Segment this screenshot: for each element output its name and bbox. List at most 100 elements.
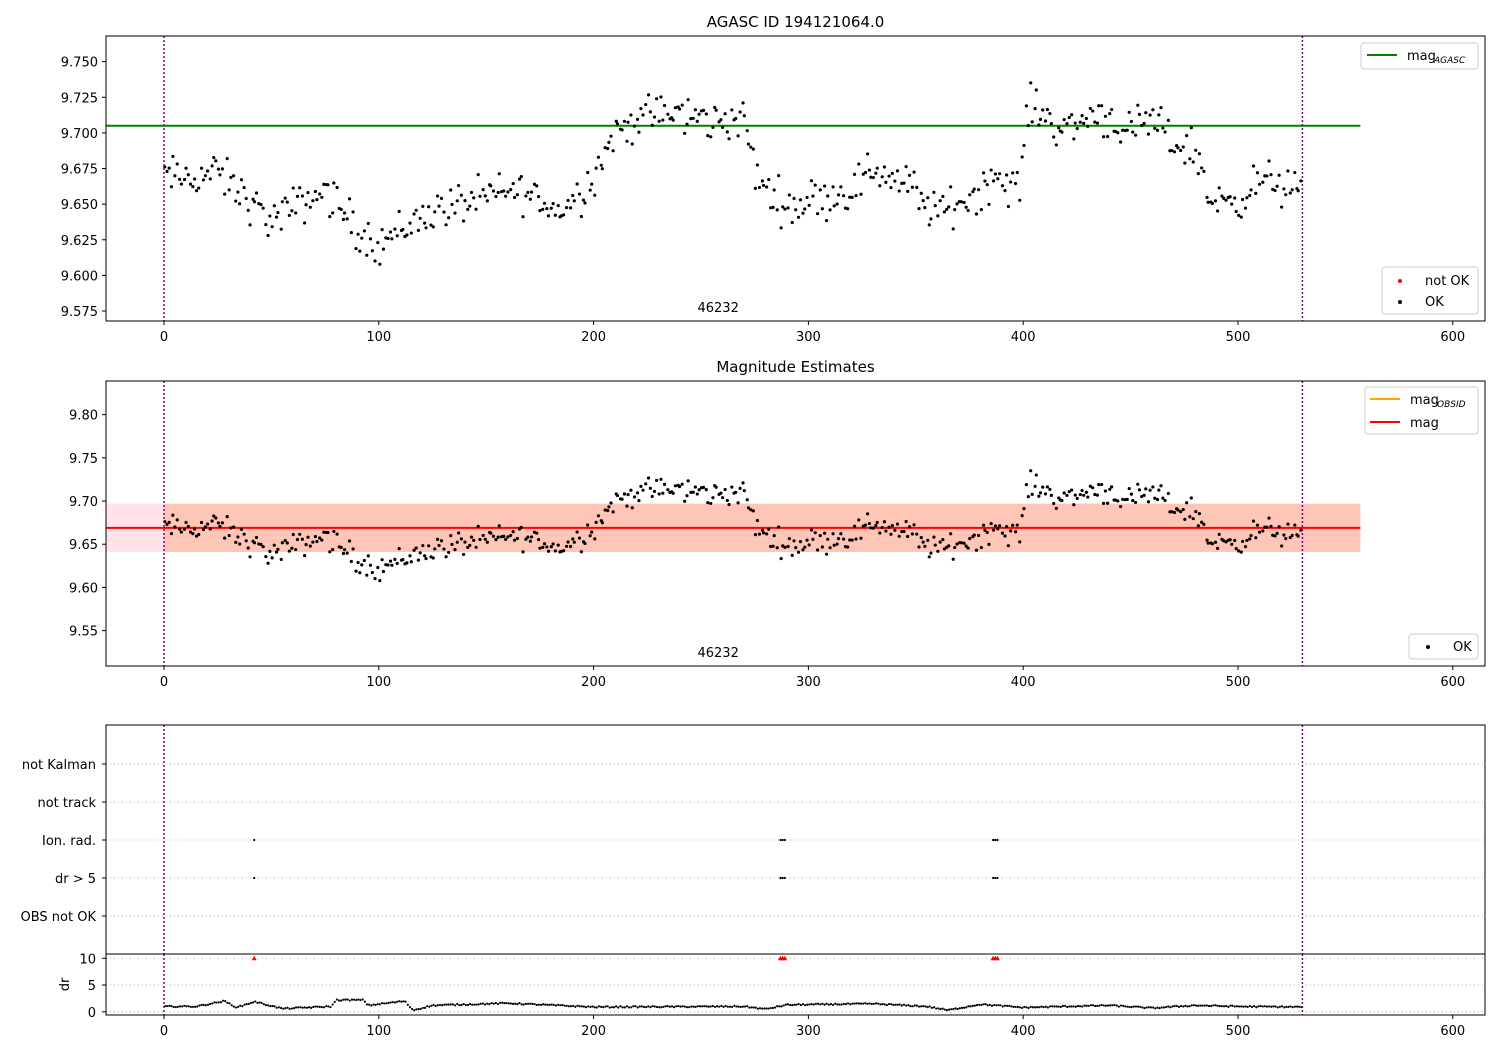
ok-point bbox=[218, 173, 222, 177]
dr-point bbox=[1010, 1005, 1013, 1008]
dr-point bbox=[737, 1005, 740, 1008]
dr-point bbox=[1214, 1004, 1217, 1007]
dr-point bbox=[647, 1005, 650, 1008]
ok-point bbox=[632, 124, 637, 128]
dr-point bbox=[172, 1005, 175, 1009]
dr-point bbox=[761, 1007, 764, 1010]
ok-point bbox=[1243, 206, 1248, 210]
dr-point bbox=[984, 1003, 987, 1006]
ok-point bbox=[1121, 497, 1125, 502]
ok-point bbox=[689, 490, 693, 494]
ok-point bbox=[304, 542, 308, 547]
ok-point bbox=[444, 223, 448, 227]
ok-point bbox=[279, 557, 283, 562]
ok-point bbox=[264, 222, 268, 227]
x-tick-label: 0 bbox=[160, 330, 168, 345]
ok-point bbox=[904, 164, 908, 169]
ok-point bbox=[835, 202, 839, 206]
ok-point bbox=[741, 481, 745, 485]
dr-point bbox=[778, 1005, 781, 1008]
ok-point bbox=[472, 196, 476, 200]
ok-point bbox=[579, 214, 583, 219]
ok-point bbox=[1142, 493, 1146, 497]
dr-point bbox=[973, 1004, 976, 1007]
ok-point bbox=[300, 537, 304, 541]
ok-point bbox=[657, 492, 661, 496]
ok-point bbox=[341, 217, 346, 221]
ok-point bbox=[1166, 491, 1170, 496]
ok-point bbox=[439, 196, 444, 200]
ok-point bbox=[173, 525, 177, 529]
dr-point bbox=[670, 1005, 674, 1008]
ok-point bbox=[208, 527, 212, 531]
ok-point bbox=[820, 207, 824, 211]
dr-point bbox=[967, 1005, 970, 1008]
flag-point bbox=[994, 876, 997, 880]
dr-point bbox=[1164, 1005, 1168, 1009]
ok-point bbox=[342, 548, 347, 552]
dr-point bbox=[542, 1003, 545, 1006]
ok-point bbox=[704, 488, 708, 492]
ok-point bbox=[268, 549, 272, 553]
legend-box bbox=[1360, 42, 1479, 70]
ok-point bbox=[1048, 487, 1052, 491]
ok-point bbox=[917, 545, 921, 549]
dr-point bbox=[851, 1002, 854, 1005]
ok-point bbox=[311, 540, 315, 544]
ok-point bbox=[639, 107, 643, 111]
ok-point bbox=[727, 137, 731, 141]
ok-point bbox=[308, 205, 312, 209]
ok-point bbox=[313, 534, 317, 539]
dr-point bbox=[978, 1003, 981, 1006]
ok-point bbox=[370, 249, 374, 253]
dr-point bbox=[458, 1004, 461, 1007]
ok-point bbox=[579, 550, 583, 554]
dr-point bbox=[413, 1009, 416, 1012]
ok-point bbox=[575, 182, 579, 186]
ok-point bbox=[721, 496, 725, 500]
dr-point bbox=[958, 1007, 961, 1010]
ok-point bbox=[1215, 546, 1220, 550]
ok-point bbox=[1188, 515, 1192, 519]
dr-point bbox=[1053, 1005, 1056, 1008]
dr-point bbox=[1068, 1005, 1071, 1008]
dr-point bbox=[232, 1005, 235, 1008]
y-tick-label: 9.650 bbox=[61, 198, 98, 213]
ok-point bbox=[637, 499, 641, 503]
dr-point bbox=[198, 1004, 201, 1007]
y-tick-label: 9.575 bbox=[61, 305, 98, 320]
dr-point bbox=[741, 1005, 744, 1008]
dr-point bbox=[748, 1006, 751, 1009]
ok-point bbox=[366, 554, 370, 558]
ok-point bbox=[427, 205, 431, 209]
ok-point bbox=[809, 528, 814, 532]
ok-point bbox=[328, 550, 332, 554]
flag-point bbox=[253, 838, 256, 842]
y-tick-label: 9.725 bbox=[61, 91, 98, 106]
ok-point bbox=[987, 542, 991, 546]
ok-point bbox=[846, 545, 850, 549]
dr-point bbox=[920, 1005, 923, 1008]
dr-point bbox=[191, 1005, 195, 1008]
ok-point bbox=[306, 191, 310, 195]
ok-point bbox=[318, 536, 322, 540]
x-tick-label: 300 bbox=[796, 1024, 821, 1039]
dr-point bbox=[1008, 1004, 1011, 1008]
ok-point bbox=[786, 206, 790, 210]
ok-point bbox=[315, 198, 319, 202]
ok-point bbox=[234, 199, 238, 203]
dr-point bbox=[621, 1006, 624, 1009]
ok-point bbox=[1013, 181, 1018, 186]
dr-point bbox=[249, 1001, 253, 1005]
dr-point bbox=[572, 1004, 575, 1008]
ok-point bbox=[335, 532, 339, 536]
ok-point bbox=[366, 221, 370, 226]
dr-point bbox=[365, 1003, 369, 1006]
dr-point bbox=[982, 1003, 985, 1006]
ok-point bbox=[1286, 522, 1290, 526]
ok-point bbox=[1217, 532, 1221, 536]
dr-point bbox=[795, 1003, 798, 1006]
dr-point bbox=[1270, 1005, 1273, 1008]
ok-point bbox=[285, 200, 289, 204]
